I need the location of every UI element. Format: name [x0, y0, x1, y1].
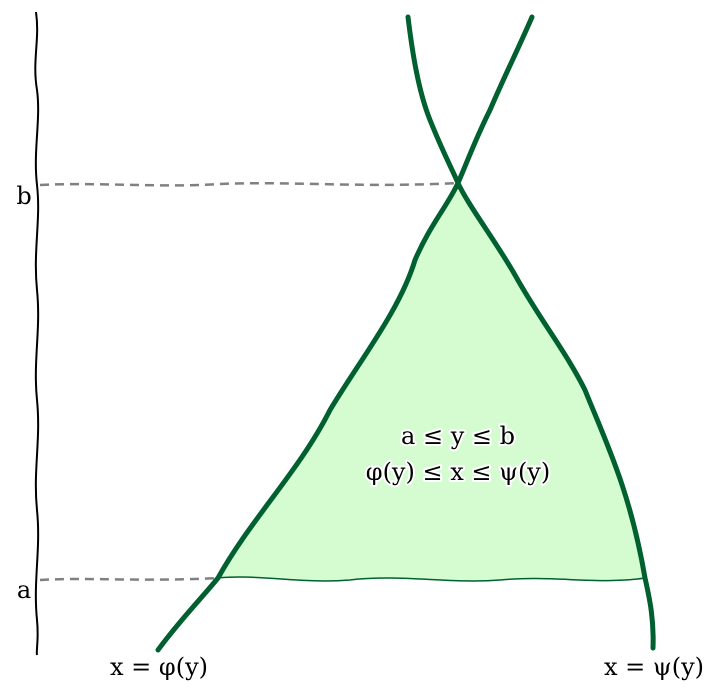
y-axis — [34, 11, 40, 656]
label-b: b — [16, 182, 31, 210]
dashed-guide-a — [39, 576, 219, 582]
dashed-guide-b — [39, 181, 459, 187]
region-inequality-y: a ≤ y ≤ b — [401, 422, 515, 450]
region-inequality-x: φ(y) ≤ x ≤ ψ(y) — [366, 458, 550, 486]
curve-phi — [155, 14, 461, 653]
curve-psi — [455, 14, 656, 651]
curve-label-psi: x = ψ(y) — [604, 653, 704, 681]
label-a: a — [17, 576, 31, 604]
curve-label-phi: x = φ(y) — [110, 653, 208, 681]
integration-region — [218, 183, 645, 581]
region-bottom-boundary — [217, 576, 646, 582]
